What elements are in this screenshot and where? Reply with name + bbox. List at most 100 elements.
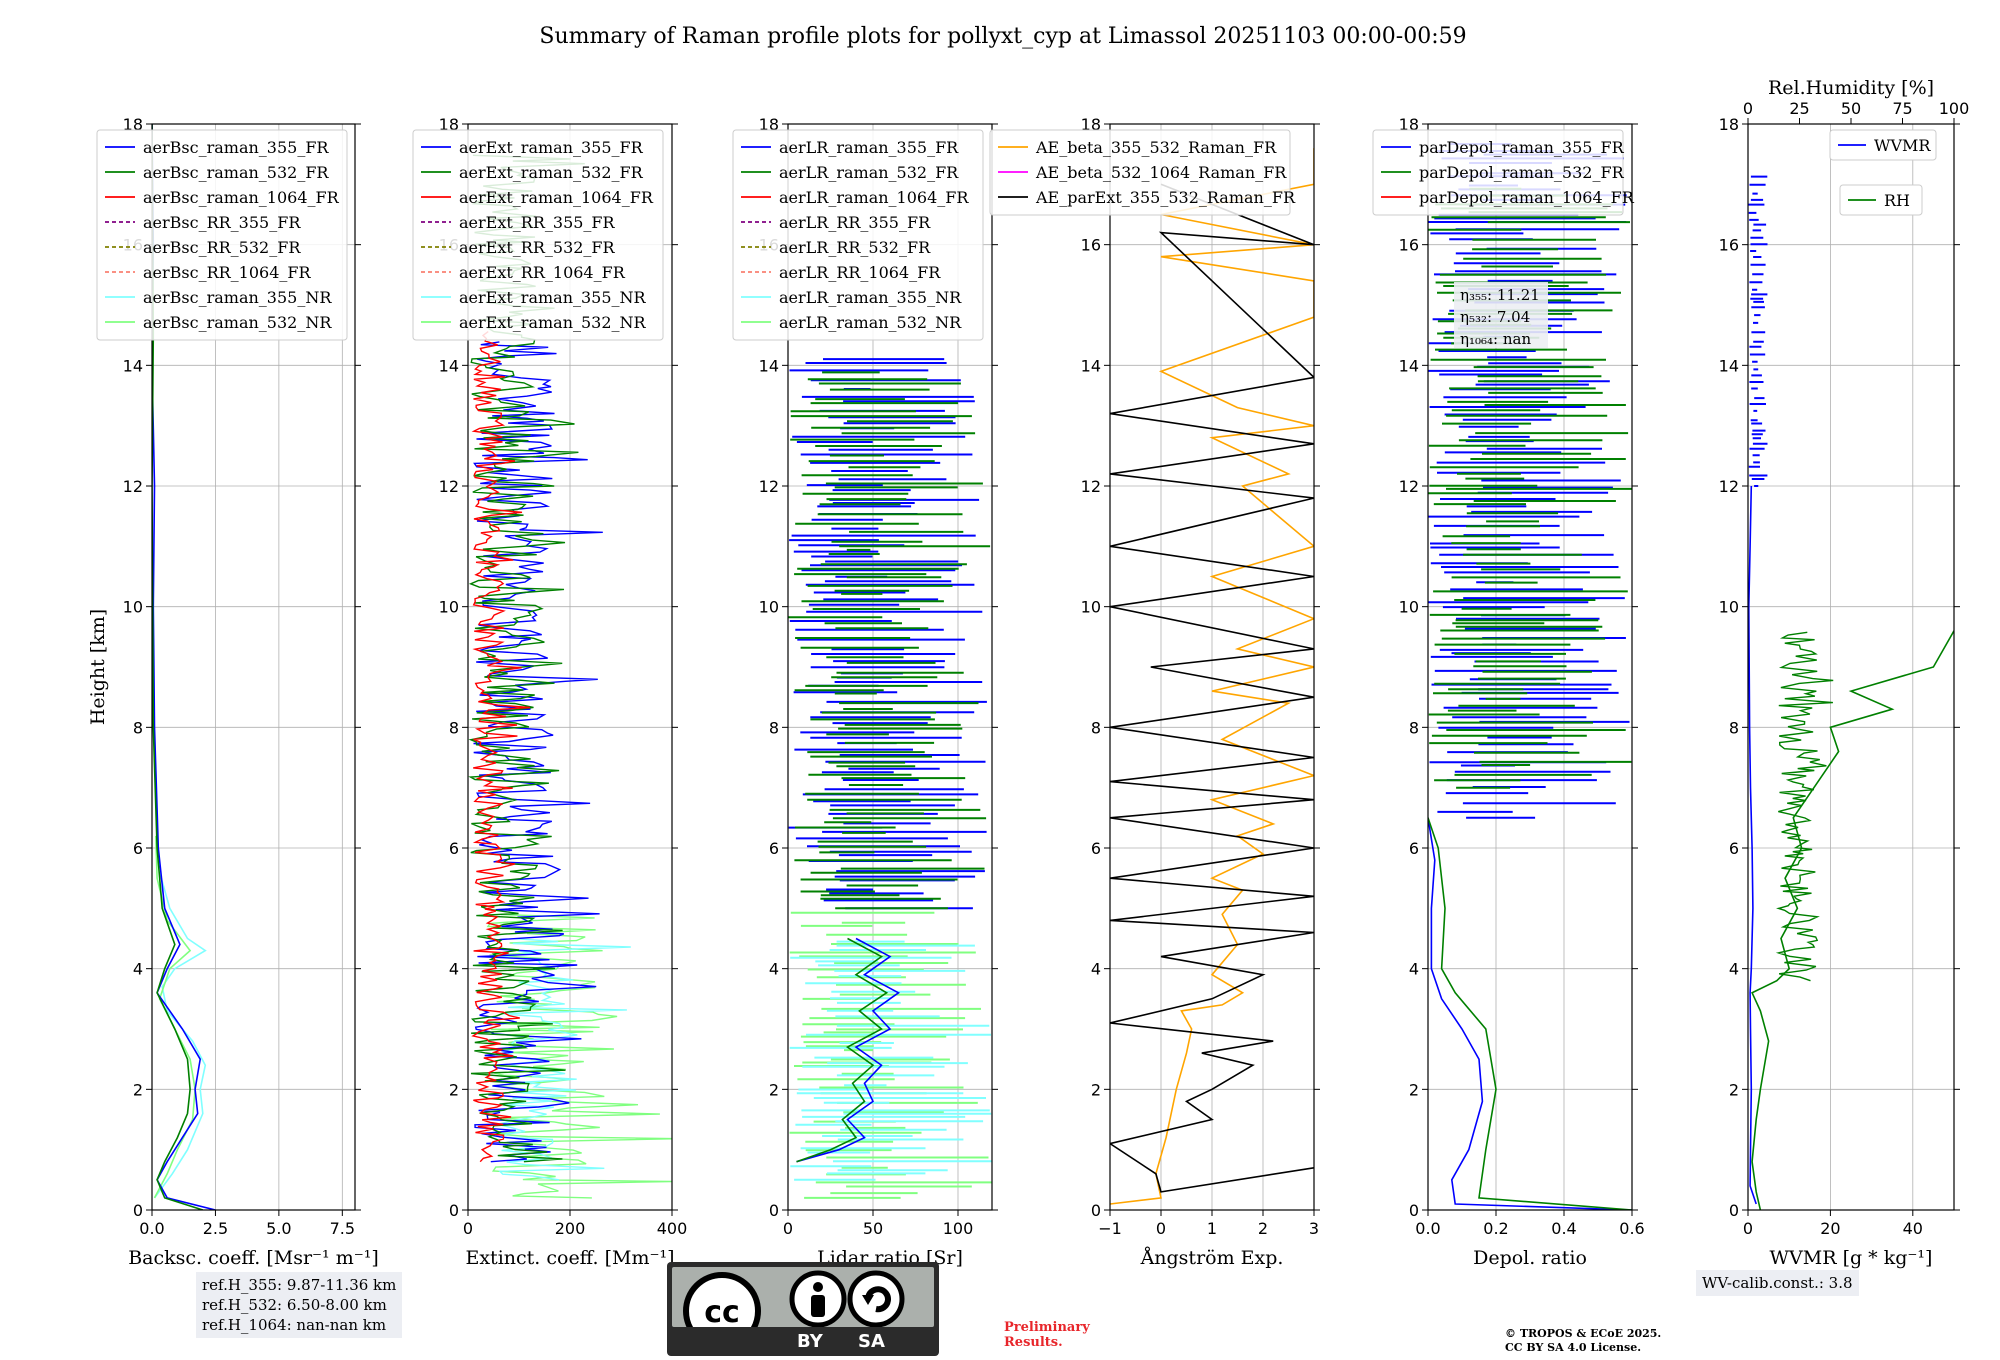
y-tick-label: 2: [1729, 1080, 1739, 1099]
x-tick-label: 20: [1820, 1219, 1840, 1238]
y-tick-label: 4: [1091, 960, 1101, 979]
x-tick-label: 50: [863, 1219, 883, 1238]
y-tick-label: 0: [133, 1201, 143, 1220]
y-tick-label: 0: [1409, 1201, 1419, 1220]
series-aerLR_raman_355_FR_core: [796, 937, 901, 1163]
prelim-line-2: Results.: [1004, 1335, 1063, 1350]
legend-label: aerBsc_raman_1064_FR: [143, 188, 340, 207]
y-tick-label: 4: [449, 960, 459, 979]
y-tick-label: 6: [133, 839, 143, 858]
eta-annotation-line: η₁₀₆₄: nan: [1460, 330, 1531, 348]
legend-box: [96, 129, 348, 341]
legend-label: RH: [1884, 191, 1910, 210]
y-tick-label: 18: [439, 115, 459, 134]
y-tick-label: 16: [1719, 236, 1739, 255]
legend-label: parDepol_raman_355_FR: [1419, 138, 1625, 157]
y-tick-label: 14: [1081, 356, 1101, 375]
legend-box: [1829, 129, 1937, 161]
series-group: [152, 124, 216, 1210]
series-parDepol_raman_355_FR: [1428, 817, 1632, 1210]
y-tick-label: 16: [1399, 236, 1419, 255]
x-tick-label: 3: [1309, 1219, 1319, 1238]
series-AE_beta_355_532_Raman_FR: [1110, 148, 1314, 1205]
y-tick-label: 6: [769, 839, 779, 858]
series-group: [1110, 148, 1314, 1205]
y-tick-label: 4: [1409, 960, 1419, 979]
series-aerLR_raman_355_FR: [788, 358, 987, 910]
y-tick-label: 6: [1729, 839, 1739, 858]
legend-label: aerLR_raman_1064_FR: [779, 188, 969, 207]
legend-box: [1372, 129, 1624, 216]
y-tick-label: 8: [769, 718, 779, 737]
x-tick-label: 2: [1258, 1219, 1268, 1238]
x-tick-label: 100: [943, 1219, 974, 1238]
y-tick-label: 12: [123, 477, 143, 496]
eta-annotation-box: [1454, 282, 1548, 348]
x-axis-label: Backsc. coeff. [Msr⁻¹ m⁻¹]: [128, 1247, 379, 1269]
series-AE_parExt_355_532_Raman_FR: [1110, 183, 1314, 1193]
legend-box: [1839, 184, 1923, 216]
y-tick-label: 14: [123, 356, 143, 375]
y-tick-label: 8: [449, 718, 459, 737]
legend-label: AE_beta_532_1064_Raman_FR: [1035, 163, 1287, 182]
y-tick-label: 18: [1719, 115, 1739, 134]
y-tick-label: 8: [133, 718, 143, 737]
y-tick-label: 0: [1729, 1201, 1739, 1220]
series-group: [468, 154, 672, 1199]
ref-h-1064: ref.H_1064: nan-nan km: [202, 1316, 387, 1334]
y-tick-label: 10: [1081, 598, 1101, 617]
x-tick-label: 0.2: [1483, 1219, 1508, 1238]
x-tick-label: 7.5: [330, 1219, 355, 1238]
panel-wv: 0 20 40 0 2 4 6 8 10 12 14 16 18 WVMR [g * kg⁻¹] 0 25 50…: [1719, 77, 1970, 1269]
legend-box: [732, 129, 984, 341]
series-aerBsc_raman_532_FR: [152, 124, 204, 1210]
y-tick-label: 4: [1729, 960, 1739, 979]
copyright-note: © TROPOS & ECoE 2025. CC BY SA 4.0 Licen…: [1505, 1327, 1725, 1355]
y-tick-label: 10: [759, 598, 779, 617]
legend-label: aerBsc_raman_532_NR: [143, 313, 332, 332]
cc-license-badge: cc BY SA: [667, 1262, 939, 1356]
y-tick-label: 2: [449, 1080, 459, 1099]
legend-label: aerExt_raman_532_NR: [459, 313, 647, 332]
sa-share-alike-icon: [847, 1270, 905, 1328]
y-tick-label: 18: [759, 115, 779, 134]
y-tick-label: 18: [1081, 115, 1101, 134]
copyright-line-2: CC BY SA 4.0 License.: [1505, 1341, 1642, 1354]
x-tick-label: 0.0: [1415, 1219, 1440, 1238]
y-tick-label: 6: [1409, 839, 1419, 858]
cc-logo-text: cc: [704, 1295, 740, 1327]
legend-label: aerBsc_raman_355_NR: [143, 288, 332, 307]
legend-label: aerBsc_raman_532_FR: [143, 163, 329, 182]
legend-label: aerLR_raman_355_FR: [779, 138, 959, 157]
series-aerLR_raman_355_NR: [789, 940, 992, 1181]
top-x-tick-label: 50: [1841, 99, 1861, 118]
x-tick-label: 400: [657, 1219, 688, 1238]
x-tick-label: 0: [1156, 1219, 1166, 1238]
top-x-tick-label: 25: [1789, 99, 1809, 118]
y-tick-label: 12: [1081, 477, 1101, 496]
y-tick-label: 10: [123, 598, 143, 617]
y-tick-label: 2: [1409, 1080, 1419, 1099]
x-tick-label: 0.4: [1551, 1219, 1576, 1238]
y-tick-label: 8: [1729, 718, 1739, 737]
legend-label: aerBsc_RR_1064_FR: [143, 263, 312, 282]
y-tick-label: 12: [439, 477, 459, 496]
y-tick-label: 2: [1091, 1080, 1101, 1099]
ref-h-532: ref.H_532: 6.50-8.00 km: [202, 1296, 387, 1314]
prelim-line-1: Preliminary: [1004, 1320, 1090, 1335]
top-x-tick-label: 75: [1892, 99, 1912, 118]
legend-label: aerLR_RR_532_FR: [779, 238, 931, 257]
legend-label: aerLR_raman_355_NR: [779, 288, 962, 307]
cc-badge-top: cc: [672, 1267, 934, 1350]
series-WVMR_upper: [1748, 175, 1768, 487]
cc-sa-label: SA: [858, 1331, 885, 1352]
y-tick-label: 10: [439, 598, 459, 617]
legend-box: [989, 129, 1291, 216]
panel-ext: 0200400024681012141618Extinct. coeff. [M…: [412, 115, 688, 1269]
y-tick-label: 12: [1399, 477, 1419, 496]
legend-label: aerLR_raman_532_NR: [779, 313, 962, 332]
y-tick-label: 12: [759, 477, 779, 496]
eta-annotation-line: η₅₃₂: 7.04: [1460, 308, 1530, 326]
